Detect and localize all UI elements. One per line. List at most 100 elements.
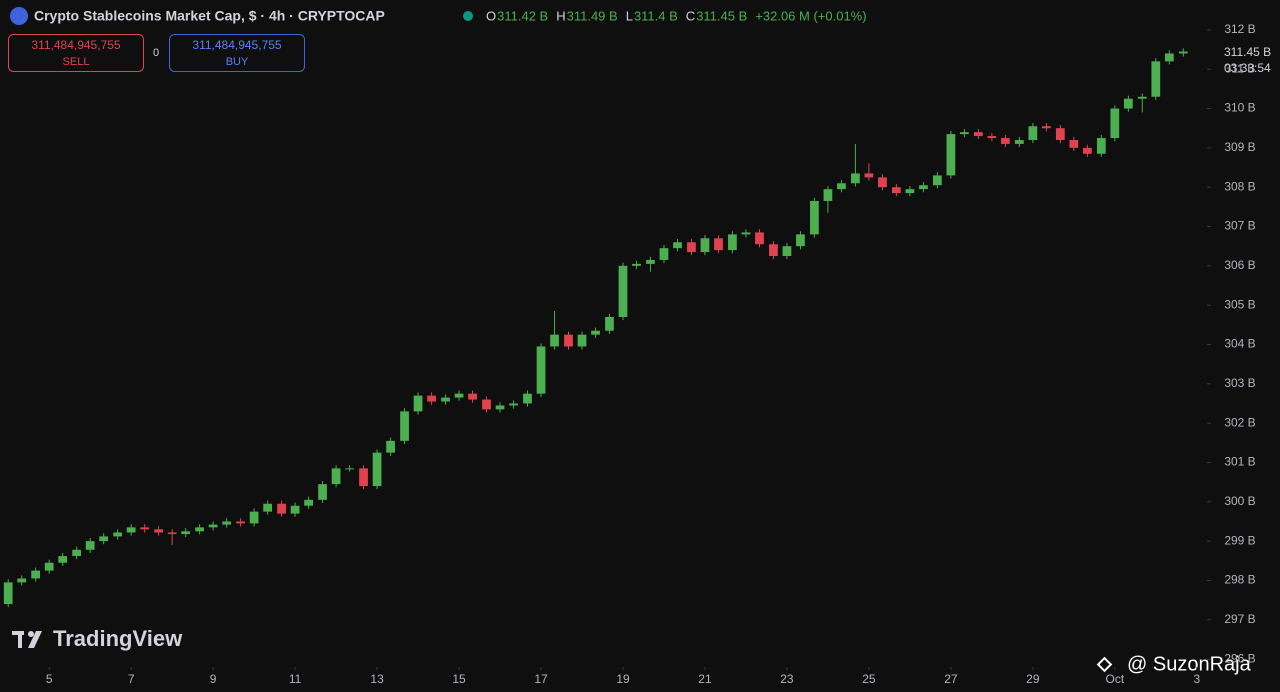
candle-body	[222, 521, 232, 525]
candle-body	[72, 549, 82, 557]
y-tick-label: 309 B	[1224, 140, 1255, 154]
y-tick-label: 300 B	[1224, 494, 1255, 508]
candle-body	[987, 136, 997, 139]
y-tick-label: 296 B	[1224, 651, 1255, 665]
y-tick-label: 303 B	[1224, 376, 1255, 390]
candle-body	[263, 503, 273, 512]
y-tick-label: 299 B	[1224, 533, 1255, 547]
countdown: 03:33:54	[1224, 61, 1271, 75]
y-tick-label: 307 B	[1224, 219, 1255, 233]
candle-body	[960, 132, 969, 135]
candle-body	[687, 242, 696, 253]
candle-body	[441, 397, 450, 402]
candle-body	[345, 468, 354, 470]
candle-body	[236, 521, 245, 524]
buy-label: BUY	[226, 56, 249, 68]
candle-body	[932, 175, 942, 186]
ohlc-value: 311.45 B	[696, 8, 747, 23]
candle-body	[796, 234, 805, 247]
candle-body	[113, 532, 123, 537]
candle-body	[509, 403, 518, 406]
candle-body	[946, 134, 956, 176]
candle-body	[919, 185, 928, 190]
candle-body	[605, 316, 614, 331]
x-tick-label: 9	[210, 672, 217, 686]
candle-body	[1014, 140, 1024, 144]
candle-body	[208, 524, 218, 528]
x-tick-label: 19	[616, 672, 630, 686]
x-tick-label: 17	[534, 672, 548, 686]
candle-body	[714, 238, 723, 251]
y-tick-label: 297 B	[1224, 612, 1255, 626]
candle-body	[386, 440, 395, 453]
candle-body	[878, 177, 887, 188]
candle-body	[318, 484, 327, 500]
ohlc-key: C	[686, 8, 695, 23]
y-tick-label: 311 B	[1225, 61, 1255, 75]
y-tick-label: 306 B	[1224, 258, 1255, 272]
sell-label: SELL	[63, 56, 90, 68]
candle-body	[331, 468, 341, 485]
last-price: 311.45 B	[1224, 45, 1271, 59]
y-tick-label: 305 B	[1224, 297, 1255, 311]
candle-body	[892, 187, 901, 194]
candle-body	[454, 393, 464, 398]
x-tick-label: 11	[289, 672, 302, 686]
candle-body	[359, 468, 368, 487]
y-tick-label: 302 B	[1224, 415, 1255, 429]
y-tick-label: 308 B	[1224, 179, 1255, 193]
watermark: TradingView	[53, 626, 183, 651]
candle-body	[659, 248, 669, 260]
candle-body	[1069, 140, 1079, 148]
change: +32.06 M (+0.01%)	[755, 8, 866, 23]
chart-title: Crypto Stablecoins Market Cap, $ · 4h · …	[34, 8, 385, 24]
candle-body	[167, 532, 177, 535]
candle-body	[181, 531, 191, 535]
candle-body	[755, 232, 764, 245]
ohlc-key: L	[626, 8, 633, 23]
y-tick-label: 301 B	[1224, 455, 1255, 469]
candle-body	[413, 395, 423, 412]
candle-body	[823, 189, 833, 201]
candle-body	[741, 232, 751, 235]
candle-body	[618, 265, 628, 317]
candle-body	[782, 246, 792, 257]
candle-body	[1137, 96, 1147, 99]
sell-price: 311,484,945,755	[31, 38, 121, 52]
candle-body	[1082, 147, 1092, 154]
candle-body	[304, 499, 313, 506]
x-tick-label: 27	[944, 672, 958, 686]
price-box	[1213, 43, 1280, 78]
plot-area	[3, 48, 1188, 608]
candle-body	[290, 505, 300, 514]
candle-body	[728, 234, 737, 251]
symbol-icon	[10, 7, 28, 25]
candle-body	[973, 132, 983, 137]
candle-body	[810, 200, 819, 235]
buy-price: 311,484,945,755	[192, 38, 282, 52]
candle-body	[17, 578, 27, 583]
candle-body	[400, 411, 409, 441]
candle-body	[646, 259, 655, 264]
ohlc-value: 311.49 B	[567, 8, 618, 23]
candle-body	[1151, 61, 1161, 97]
candle-body	[58, 556, 68, 563]
x-tick-label: 29	[1026, 672, 1040, 686]
binance-logo	[1096, 656, 1113, 673]
ohlc-legend: O 311.42 B H 311.49 B L 311.4 B C 311.45 B	[486, 8, 747, 23]
ohlc-value: 311.4 B	[634, 8, 678, 23]
x-tick-label: 15	[452, 672, 466, 686]
candle-body	[1164, 53, 1174, 62]
buy-button[interactable]	[169, 34, 305, 72]
candle-body	[1096, 138, 1106, 154]
candle-body	[591, 330, 600, 335]
sell-button[interactable]	[8, 34, 144, 72]
candle-body	[1001, 138, 1010, 144]
ohlc-key: H	[556, 8, 565, 23]
candle-body	[1028, 126, 1038, 140]
x-tick-label: 25	[862, 672, 876, 686]
candle-body	[550, 334, 559, 347]
candle-body	[427, 395, 436, 402]
candle-body	[44, 562, 54, 571]
